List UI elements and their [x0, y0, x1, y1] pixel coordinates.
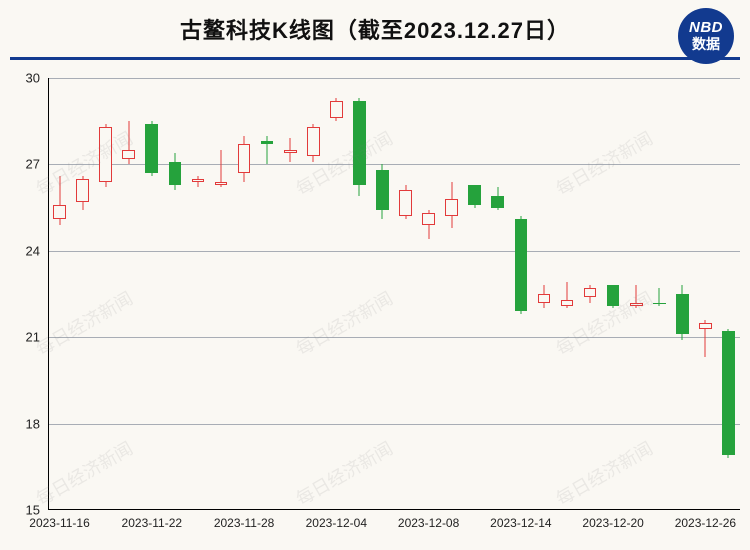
x-tick-label: 2023-12-14 — [490, 516, 551, 530]
candle-body — [561, 300, 574, 306]
candle-body — [53, 205, 66, 219]
candle — [261, 78, 274, 510]
candle — [145, 78, 158, 510]
candle-body — [238, 144, 251, 173]
candle-body — [676, 294, 689, 334]
candle-wick — [267, 136, 268, 165]
candle — [445, 78, 458, 510]
candle-body — [284, 150, 297, 153]
candle — [561, 78, 574, 510]
candle-body — [468, 185, 481, 205]
candle — [353, 78, 366, 510]
candle-body — [330, 101, 343, 118]
candle — [169, 78, 182, 510]
candlestick-plot: 1518212427302023-11-162023-11-222023-11-… — [48, 78, 740, 510]
candle-body — [145, 124, 158, 173]
candle — [330, 78, 343, 510]
y-tick-label: 30 — [26, 71, 40, 86]
y-tick-label: 24 — [26, 243, 40, 258]
candle — [215, 78, 228, 510]
candle-body — [169, 162, 182, 185]
candle — [307, 78, 320, 510]
candle-body — [307, 127, 320, 156]
candle — [630, 78, 643, 510]
candle-body — [76, 179, 89, 202]
candle-body — [376, 170, 389, 210]
x-tick-label: 2023-11-16 — [29, 516, 90, 530]
candle — [192, 78, 205, 510]
candle — [284, 78, 297, 510]
candle-body — [422, 213, 435, 225]
candle — [468, 78, 481, 510]
candle-body — [491, 196, 504, 208]
candle-body — [192, 179, 205, 182]
candle — [122, 78, 135, 510]
candle — [491, 78, 504, 510]
candle — [722, 78, 735, 510]
chart-title: 古鳌科技K线图（截至2023.12.27日） — [180, 13, 570, 45]
candle — [676, 78, 689, 510]
candle-body — [99, 127, 112, 182]
y-tick-label: 21 — [26, 330, 40, 345]
candle-body — [607, 285, 620, 305]
candle — [653, 78, 666, 510]
candle-body — [630, 303, 643, 306]
y-tick-label: 18 — [26, 416, 40, 431]
badge-line2: 数据 — [692, 37, 720, 52]
y-axis — [48, 78, 49, 510]
candle-body — [215, 182, 228, 185]
candle — [99, 78, 112, 510]
x-tick-label: 2023-12-26 — [675, 516, 736, 530]
candle — [699, 78, 712, 510]
candle-body — [584, 288, 597, 297]
candle — [238, 78, 251, 510]
candle-body — [515, 219, 528, 311]
candle — [538, 78, 551, 510]
candle-body — [399, 190, 412, 216]
candle-body — [538, 294, 551, 303]
candle-body — [722, 331, 735, 455]
x-tick-label: 2023-11-22 — [122, 516, 183, 530]
candle — [76, 78, 89, 510]
x-tick-label: 2023-12-04 — [306, 516, 367, 530]
badge-line1: NBD — [689, 20, 723, 37]
candle-body — [699, 323, 712, 329]
candle — [584, 78, 597, 510]
candle — [399, 78, 412, 510]
candle-body — [653, 303, 666, 304]
candle-body — [445, 199, 458, 216]
x-tick-label: 2023-12-20 — [582, 516, 643, 530]
candle — [607, 78, 620, 510]
candle — [376, 78, 389, 510]
candle — [53, 78, 66, 510]
chart-header: 古鳌科技K线图（截至2023.12.27日） NBD 数据 — [10, 0, 740, 60]
chart-area: 1518212427302023-11-162023-11-222023-11-… — [48, 78, 740, 510]
candle-body — [122, 150, 135, 159]
nbd-badge: NBD 数据 — [678, 8, 734, 64]
y-tick-label: 27 — [26, 157, 40, 172]
candle — [515, 78, 528, 510]
candle-body — [261, 141, 274, 144]
candle-body — [353, 101, 366, 185]
candle — [422, 78, 435, 510]
x-tick-label: 2023-11-28 — [214, 516, 275, 530]
x-tick-label: 2023-12-08 — [398, 516, 459, 530]
